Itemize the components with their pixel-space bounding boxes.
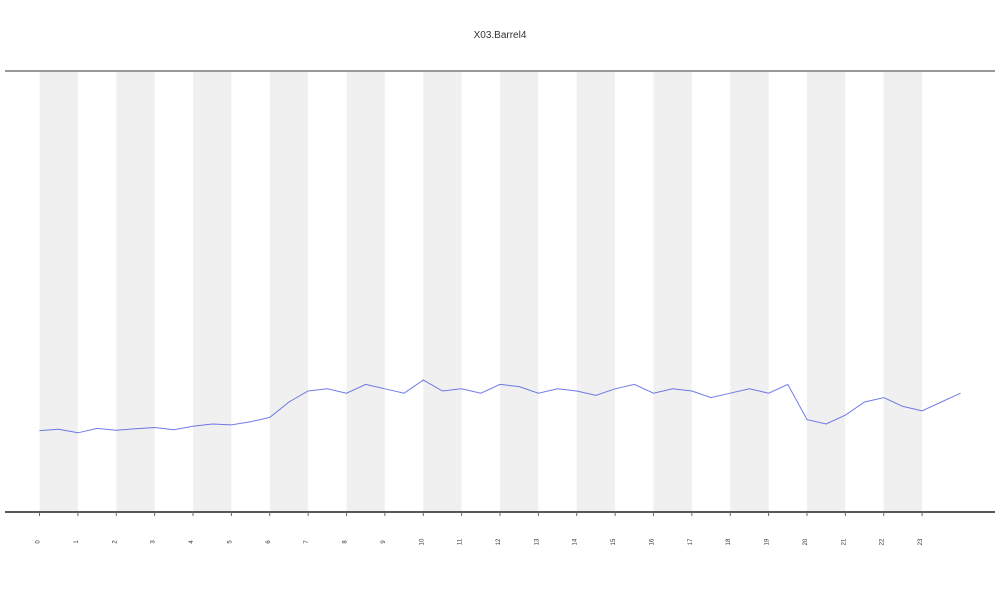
x-tick-label: 3 <box>151 540 157 544</box>
band <box>500 72 539 512</box>
x-tick-label: 14 <box>573 538 579 545</box>
x-tick-label: 2 <box>112 540 118 544</box>
x-tick-label: 6 <box>266 540 272 544</box>
x-tick-label: 8 <box>343 540 349 544</box>
x-tick-label: 13 <box>534 538 540 545</box>
x-tick-label: 0 <box>36 540 42 544</box>
band <box>806 72 846 512</box>
chart-title: X03.Barrel4 <box>474 30 527 41</box>
band <box>883 72 923 512</box>
x-tick-label: 5 <box>227 540 233 544</box>
band <box>39 72 78 512</box>
x-tick-label: 21 <box>841 538 847 545</box>
x-tick-label: 10 <box>419 538 425 545</box>
x-tick-label: 20 <box>803 538 809 545</box>
series-line <box>39 379 961 434</box>
shading <box>39 72 923 512</box>
x-tick-label: 4 <box>189 540 195 544</box>
band <box>193 72 232 512</box>
band <box>653 72 692 512</box>
x-tick-label: 17 <box>688 538 694 545</box>
band <box>346 72 385 512</box>
x-tick-label: 15 <box>611 538 617 545</box>
x-tick-label: 11 <box>458 538 464 545</box>
x-tick-label: 19 <box>765 538 771 545</box>
x-tick-label: 23 <box>918 538 924 545</box>
x-tick-label: 18 <box>726 538 732 545</box>
x-tick-label: 16 <box>649 538 655 545</box>
band <box>576 72 616 512</box>
x-tick-label: 22 <box>880 538 886 545</box>
band <box>730 72 769 512</box>
x-tick-label: 7 <box>304 540 310 544</box>
band <box>116 72 155 512</box>
x-tick-label: 9 <box>381 540 387 544</box>
band <box>423 72 462 512</box>
x-tick-label: 1 <box>74 540 80 544</box>
x-tick-label: 12 <box>496 538 502 545</box>
band <box>269 72 309 512</box>
